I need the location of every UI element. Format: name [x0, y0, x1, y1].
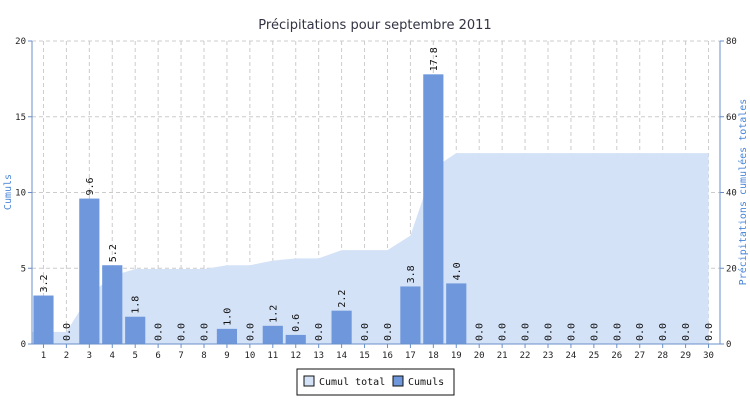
bar-19: [446, 283, 467, 344]
bar-value-label: 1.0: [222, 308, 233, 326]
bar-1: [33, 295, 54, 344]
axes: [28, 40, 724, 348]
x-tick-label: 29: [680, 351, 691, 361]
bar-3: [79, 198, 100, 344]
legend-label-cumul-total: Cumul total: [319, 377, 385, 388]
bar-value-label: 1.2: [268, 305, 279, 323]
bar-5: [125, 316, 146, 344]
x-tick-label: 26: [611, 351, 622, 361]
bar-value-label: 0.0: [681, 323, 692, 341]
y2-tick-label: 20: [726, 264, 737, 274]
x-tick-label: 27: [634, 351, 645, 361]
bar-value-label: 0.0: [245, 323, 256, 341]
bar-4: [102, 265, 123, 344]
bar-value-label: 2.2: [337, 290, 348, 308]
y2-tick-label: 60: [726, 113, 737, 123]
bar-value-label: 0.0: [658, 323, 669, 341]
bar-value-label: 1.8: [131, 296, 142, 314]
x-tick-label: 5: [132, 351, 137, 361]
x-tick-label: 10: [244, 351, 255, 361]
bar-value-label: 0.0: [544, 323, 555, 341]
bars-layer: [33, 74, 467, 344]
bar-value-label: 0.0: [360, 323, 371, 341]
bar-value-label: 0.0: [566, 323, 577, 341]
bar-11: [262, 325, 283, 344]
y-tick-label: 5: [21, 264, 26, 274]
bar-value-label: 3.2: [39, 274, 50, 292]
y-tick-label: 10: [15, 189, 26, 199]
y2-tick-label: 80: [726, 37, 737, 47]
bar-value-label: 9.6: [85, 177, 96, 195]
x-tick-label: 14: [336, 351, 347, 361]
x-tick-label: 6: [155, 351, 160, 361]
x-tick-label: 9: [224, 351, 229, 361]
bar-value-label: 0.0: [612, 323, 623, 341]
x-tick-label: 11: [267, 351, 278, 361]
bar-value-label: 0.0: [521, 323, 532, 341]
x-tick-label: 8: [201, 351, 206, 361]
x-tick-label: 15: [359, 351, 370, 361]
bar-value-label: 4.0: [452, 262, 463, 280]
y-tick-label: 0: [21, 340, 26, 350]
bar-value-label: 3.8: [406, 265, 417, 283]
legend-swatch-cumuls: [392, 375, 404, 387]
x-tick-labels: 1 2 3 4 5 6 7 8 9 10 11 12 13 14 15 16 17 18 19 20 21 22 23 24 2…: [41, 351, 714, 361]
x-tick-label: 20: [474, 351, 485, 361]
legend-box: [296, 368, 455, 396]
x-tick-label: 16: [382, 351, 393, 361]
y2-tick-label: 0: [726, 340, 731, 350]
x-tick-label: 21: [497, 351, 508, 361]
bar-value-label: 0.0: [177, 323, 188, 341]
bar-value-label: 5.2: [108, 244, 119, 262]
y-tick-labels: 0 5 10 15 20: [15, 37, 26, 350]
x-tick-label: 2: [64, 351, 69, 361]
bar-value-label: 0.0: [62, 323, 73, 341]
x-tick-label: 4: [110, 351, 115, 361]
x-tick-label: 3: [87, 351, 92, 361]
x-tick-label: 22: [520, 351, 531, 361]
bar-value-label: 0.0: [200, 323, 211, 341]
legend: Cumul total Cumuls: [296, 368, 455, 396]
bar-9: [216, 328, 238, 344]
bar-value-label: 0.0: [154, 323, 165, 341]
y-axis-title: Cumuls: [3, 174, 14, 210]
x-tick-label: 13: [313, 351, 324, 361]
bar-value-label: 0.6: [291, 314, 302, 332]
bar-12: [285, 334, 306, 344]
x-tick-label: 24: [566, 351, 577, 361]
y2-tick-labels: 0 20 40 60 80: [726, 37, 737, 350]
bar-17: [400, 286, 421, 344]
x-tick-label: 23: [543, 351, 554, 361]
y-tick-label: 15: [15, 113, 26, 123]
x-tick-label: 7: [178, 351, 183, 361]
y2-axis-title: Précipitations cumulées totales: [737, 99, 749, 286]
legend-swatch-cumul-total: [303, 375, 315, 387]
x-tick-label: 18: [428, 351, 439, 361]
legend-label-cumuls: Cumuls: [408, 377, 444, 388]
x-tick-label: 30: [703, 351, 714, 361]
cumulative-area-layer: [32, 153, 709, 344]
chart-title: Précipitations pour septembre 2011: [258, 18, 491, 33]
x-tick-label: 19: [451, 351, 462, 361]
x-tick-label: 25: [588, 351, 599, 361]
y-tick-label: 20: [15, 37, 26, 47]
bar-value-label: 0.0: [383, 323, 394, 341]
bar-value-label: 0.0: [704, 323, 715, 341]
cumul-total-area: [32, 153, 709, 344]
bar-18: [423, 74, 444, 344]
x-tick-label: 17: [405, 351, 416, 361]
bar-value-label: 0.0: [589, 323, 600, 341]
bar-14: [331, 310, 352, 344]
bar-value-label: 0.0: [314, 323, 325, 341]
bar-value-label: 0.0: [498, 323, 509, 341]
bar-value-label: 0.0: [475, 323, 486, 341]
x-tick-label: 1: [41, 351, 46, 361]
x-tick-label: 28: [657, 351, 668, 361]
bar-value-label: 17.8: [429, 47, 440, 71]
x-tick-label: 12: [290, 351, 301, 361]
bar-value-labels: 3.2 0.0 9.6 5.2 1.8 0.0 0.0 0.0 1.0 0.0 1.2 0.6 0.0 2…: [39, 47, 715, 341]
y2-tick-label: 40: [726, 189, 737, 199]
bar-value-label: 0.0: [635, 323, 646, 341]
